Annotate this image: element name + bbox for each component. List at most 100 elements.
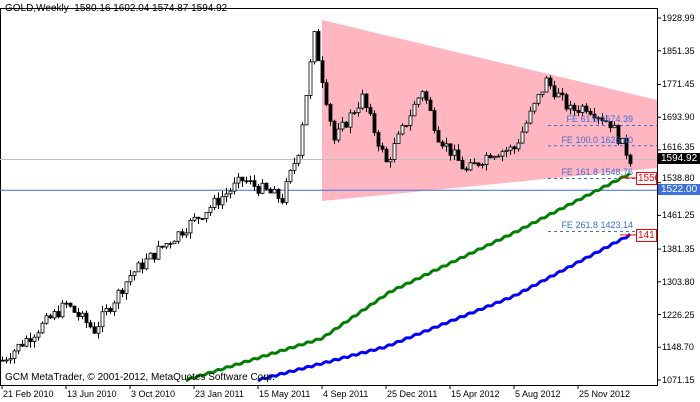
candle-body <box>440 141 445 147</box>
candle-body <box>160 245 165 248</box>
time-axis-label: 25 Dec 2011 <box>387 389 438 399</box>
candle-body <box>404 124 409 127</box>
candle-body <box>20 343 25 347</box>
candle-body <box>296 154 301 164</box>
candle-body <box>60 302 65 318</box>
candle-body <box>516 142 521 150</box>
candle-body <box>276 189 281 199</box>
candle-body <box>580 105 585 113</box>
candle-body <box>584 105 589 112</box>
time-axis-label: 15 Apr 2012 <box>451 389 500 399</box>
candle-body <box>444 143 449 147</box>
price-axis-label: 1693.90 <box>662 112 695 123</box>
candle-body <box>548 77 553 87</box>
candle-body <box>568 104 573 110</box>
candle-body <box>292 162 297 171</box>
candle-body <box>120 289 125 294</box>
candle-body <box>172 240 177 244</box>
fibo-level-label: FE 61.8 1674.39 <box>566 114 633 125</box>
candle-body <box>72 305 77 313</box>
candle-body <box>628 154 633 165</box>
candle-body <box>512 146 517 150</box>
candle-body <box>396 133 401 144</box>
candle-body <box>344 121 349 128</box>
candle-body <box>384 148 389 163</box>
candle-body <box>576 110 581 113</box>
candle-body <box>508 146 513 151</box>
candle-body <box>144 258 149 270</box>
candle-body <box>504 149 509 153</box>
price-axis-label: 1928.99 <box>662 13 695 23</box>
candle-body <box>544 77 549 93</box>
candle-body <box>232 182 237 192</box>
candle-body <box>128 275 133 283</box>
candle-body <box>0 359 5 362</box>
candle-body <box>148 252 153 260</box>
candle-body <box>132 271 137 276</box>
candle-body <box>372 113 377 133</box>
candle-body <box>32 336 37 342</box>
candle-body <box>480 164 485 166</box>
candle-body <box>100 311 105 328</box>
watermark: GCM MetaTrader, © 2001-2012, MetaQuotes … <box>5 372 275 383</box>
candle-body <box>412 103 417 117</box>
candle-body <box>272 189 277 194</box>
candle-body <box>96 326 101 334</box>
candle-body <box>336 128 341 141</box>
candle-body <box>348 112 353 128</box>
candle-body <box>364 93 369 108</box>
candle-body <box>152 252 157 260</box>
fibo-level-label: FE 161.8 1548.76 <box>561 167 633 178</box>
candle-body <box>212 197 217 208</box>
candle-body <box>428 99 433 111</box>
candle-body <box>176 231 181 242</box>
candle-body <box>52 311 57 319</box>
candle-body <box>64 302 69 305</box>
candle-body <box>240 176 245 182</box>
candle-body <box>392 143 397 160</box>
moving-average-fast <box>185 171 632 383</box>
candle-body <box>324 82 329 105</box>
candle-body <box>588 110 593 115</box>
triangle-pattern <box>322 20 657 201</box>
candle-body <box>116 289 121 304</box>
candle-body <box>308 61 313 96</box>
candle-body <box>208 207 213 213</box>
candle-body <box>204 212 209 220</box>
time-axis-label: 3 Oct 2010 <box>131 389 176 399</box>
candle-body <box>220 196 225 206</box>
candle-body <box>472 162 477 165</box>
time-axis-label: 25 Nov 2012 <box>579 389 631 399</box>
candle-body <box>304 95 309 126</box>
candle-body <box>264 182 269 190</box>
candle-body <box>228 190 233 195</box>
price-axis-label: 1461.25 <box>662 210 695 221</box>
moving-average-slow <box>257 233 632 383</box>
price-axis-label: 1071.15 <box>662 375 695 385</box>
plot-frame <box>0 8 658 386</box>
price-axis-label: 1226.25 <box>662 309 695 320</box>
candle-body <box>200 218 205 220</box>
candle-body <box>616 125 621 144</box>
candle-body <box>536 94 541 104</box>
candle-body <box>184 232 189 236</box>
alert-label: 141 <box>636 228 657 242</box>
candle-body <box>620 137 625 144</box>
candle-body <box>328 104 333 122</box>
candle-body <box>368 107 373 115</box>
candle-body <box>4 359 9 362</box>
candle-body <box>388 159 393 163</box>
candle-body <box>80 312 85 317</box>
time-axis-label: 15 May 2011 <box>259 389 311 399</box>
candle-body <box>596 117 601 120</box>
price-axis-label: 1771.45 <box>662 79 695 90</box>
candle-body <box>540 91 545 95</box>
candle-body <box>520 131 525 144</box>
candle-body <box>252 180 257 187</box>
candle-body <box>112 302 117 312</box>
candle-body <box>168 243 173 245</box>
price-axis-label: 1538.80 <box>662 173 695 184</box>
candle-body <box>236 176 241 184</box>
